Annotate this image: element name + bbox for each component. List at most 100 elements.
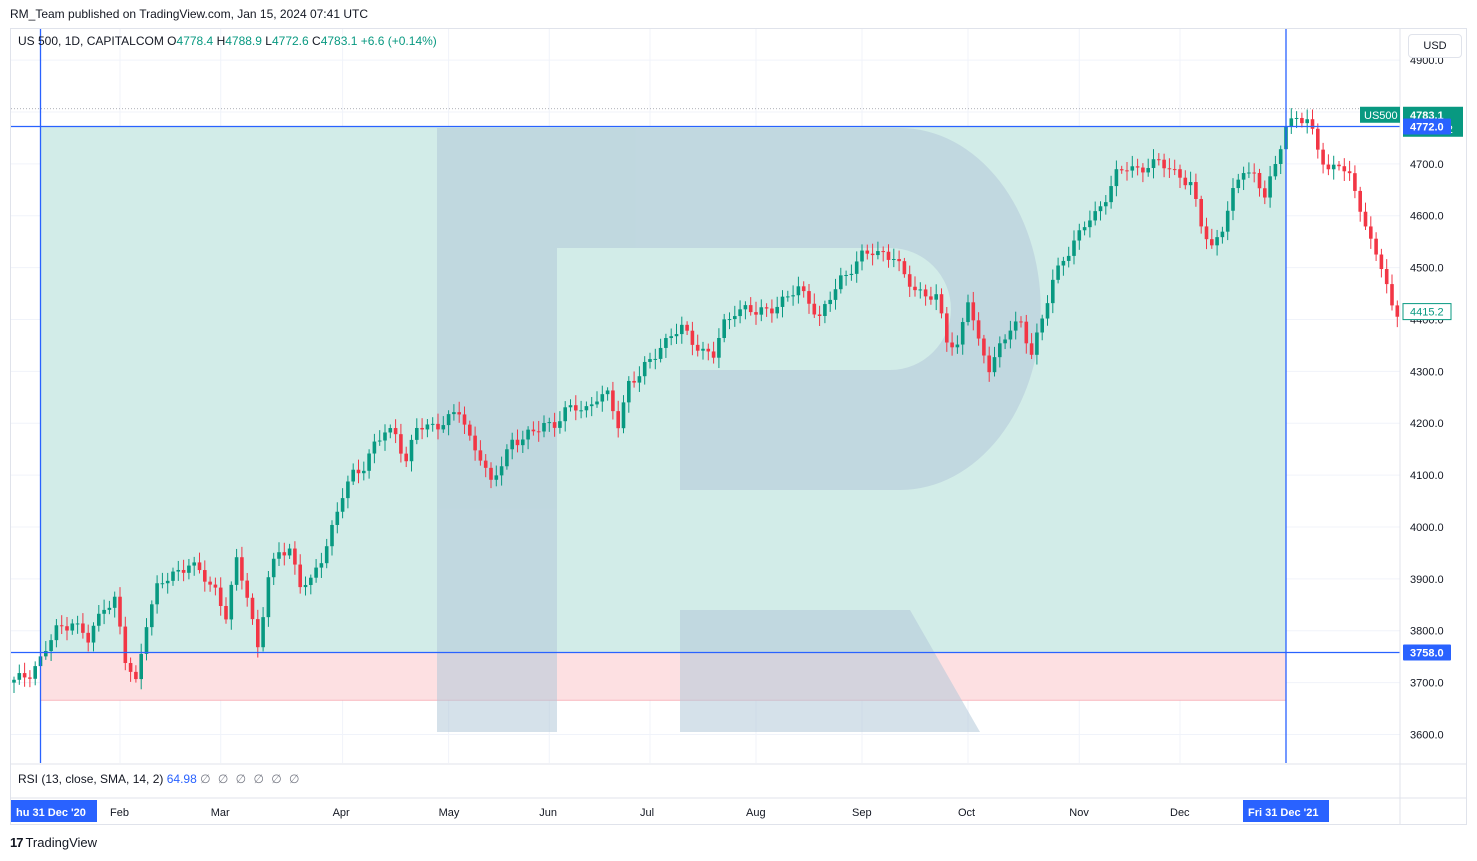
candle-body bbox=[367, 453, 371, 471]
legend-open: 4778.4 bbox=[176, 34, 214, 48]
candle-body bbox=[1215, 237, 1219, 246]
candle-body bbox=[1263, 188, 1267, 198]
candle-body bbox=[982, 338, 986, 356]
candle-body bbox=[1374, 238, 1378, 255]
watermark-stem bbox=[437, 128, 557, 732]
candle-body bbox=[754, 312, 758, 315]
candle-body bbox=[75, 623, 80, 625]
candle-body bbox=[165, 580, 170, 584]
candle-body bbox=[1082, 227, 1087, 231]
candle-body bbox=[457, 412, 461, 415]
x-marker-end-label: Fri 31 Dec '21 bbox=[1248, 807, 1319, 819]
candle-body bbox=[65, 626, 69, 631]
y-tick-label: 3700.0 bbox=[1410, 678, 1444, 690]
candle-body bbox=[404, 453, 408, 462]
candle-body bbox=[351, 469, 355, 482]
candle-body bbox=[796, 286, 801, 296]
x-tick-label: Dec bbox=[1170, 807, 1190, 819]
candle-body bbox=[372, 441, 377, 454]
candle-body bbox=[256, 619, 260, 648]
level-low-label-box bbox=[1403, 644, 1451, 661]
candle-body bbox=[950, 342, 954, 348]
candle-body bbox=[1321, 149, 1325, 165]
candle-body bbox=[91, 625, 96, 643]
candle-body bbox=[1088, 220, 1092, 228]
symbol-legend: US 500, 1D, CAPITALCOM O4778.4 H4788.9 L… bbox=[18, 34, 437, 48]
candle-body bbox=[892, 259, 896, 261]
candle-body bbox=[828, 299, 832, 305]
x-tick-label: Nov bbox=[1069, 807, 1089, 819]
candle-body bbox=[1109, 186, 1113, 203]
candle-body bbox=[658, 347, 663, 359]
candle-body bbox=[823, 304, 827, 317]
candle-body bbox=[319, 563, 324, 568]
candle-body bbox=[923, 289, 928, 297]
candle-body bbox=[738, 309, 742, 317]
candle-body bbox=[171, 571, 175, 581]
y-tick-label: 4700.0 bbox=[1410, 159, 1444, 171]
candle-body bbox=[1162, 159, 1166, 169]
candle-body bbox=[17, 673, 22, 680]
candle-body bbox=[542, 422, 546, 432]
candle-body bbox=[1331, 164, 1336, 170]
candle-body bbox=[1231, 188, 1235, 211]
candle-body bbox=[642, 361, 647, 377]
x-tick-label: Aug bbox=[746, 807, 766, 819]
candle-body bbox=[399, 434, 403, 454]
chart-frame bbox=[10, 28, 1467, 825]
candle-body bbox=[1358, 190, 1362, 212]
candle-body bbox=[229, 584, 234, 620]
candle-body bbox=[1247, 172, 1251, 174]
candle-body bbox=[1141, 167, 1145, 173]
candle-body bbox=[536, 431, 541, 433]
candle-body bbox=[1236, 179, 1241, 189]
candle-body bbox=[568, 405, 573, 408]
candle-body bbox=[415, 427, 419, 440]
legend-close: 4783.1 bbox=[320, 34, 358, 48]
currency-button[interactable]: USD bbox=[1408, 34, 1462, 58]
candle-body bbox=[1305, 119, 1309, 124]
candle-body bbox=[1310, 119, 1315, 129]
y-tick-label: 3800.0 bbox=[1410, 626, 1444, 638]
candle-body bbox=[1337, 164, 1341, 167]
candle-body bbox=[155, 583, 159, 605]
x-marker-start-box bbox=[11, 800, 97, 822]
candle-body bbox=[118, 596, 122, 627]
x-marker-start-label: hu 31 Dec '20 bbox=[16, 807, 86, 819]
candle-body bbox=[902, 261, 907, 275]
candle-body bbox=[690, 330, 695, 345]
candle-body bbox=[271, 558, 276, 578]
tradingview-logo[interactable]: 17 TradingView bbox=[10, 835, 97, 850]
candle-body bbox=[939, 294, 944, 314]
candle-body bbox=[1379, 254, 1384, 270]
candle-body bbox=[1342, 166, 1347, 172]
candle-body bbox=[1395, 305, 1400, 317]
candle-body bbox=[112, 596, 117, 608]
candle-body bbox=[685, 324, 689, 331]
candle-body bbox=[144, 627, 149, 654]
candle-body bbox=[1146, 168, 1150, 173]
y-tick-label: 4300.0 bbox=[1410, 366, 1444, 378]
candle-body bbox=[971, 302, 976, 321]
candle-body bbox=[128, 663, 133, 672]
candle-body bbox=[59, 625, 64, 627]
tv-logo-mark: 17 bbox=[10, 835, 24, 850]
candle-body bbox=[632, 380, 636, 383]
candle-body bbox=[976, 320, 981, 339]
candle-body bbox=[1035, 332, 1039, 355]
candle-body bbox=[563, 407, 567, 422]
y-tick-label: 4200.0 bbox=[1410, 418, 1444, 430]
candle-body bbox=[1278, 149, 1283, 165]
candle-body bbox=[515, 439, 520, 446]
x-tick-label: Jun bbox=[539, 807, 557, 819]
candle-body bbox=[240, 557, 244, 581]
candle-body bbox=[150, 604, 154, 628]
candle-body bbox=[780, 296, 785, 307]
candle-body bbox=[929, 296, 933, 300]
candle-body bbox=[1252, 172, 1256, 174]
candle-body bbox=[717, 337, 721, 358]
candle-body bbox=[1347, 171, 1352, 174]
candle-body bbox=[1273, 164, 1278, 177]
candle-body bbox=[181, 569, 186, 573]
